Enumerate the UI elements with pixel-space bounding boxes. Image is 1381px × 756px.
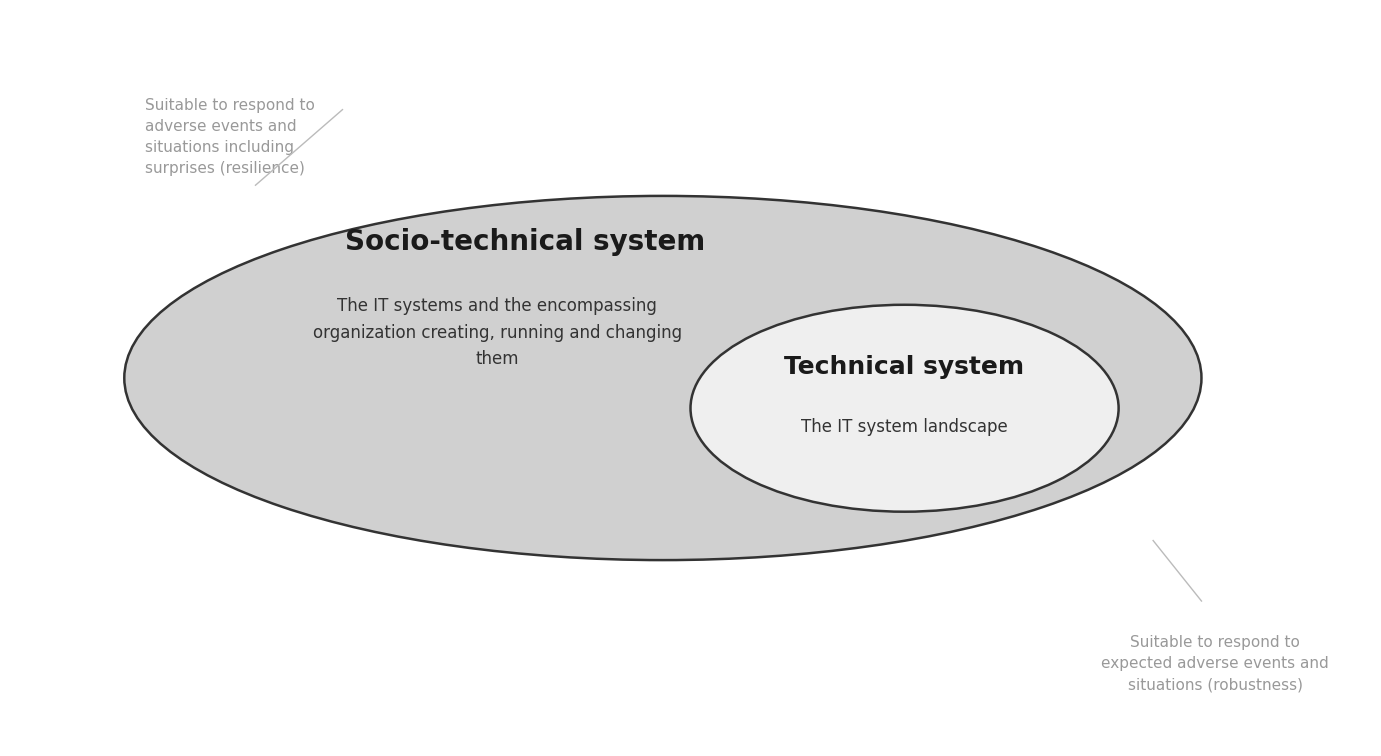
Text: The IT system landscape: The IT system landscape: [801, 418, 1008, 436]
Text: Socio-technical system: Socio-technical system: [345, 228, 704, 256]
Ellipse shape: [690, 305, 1119, 512]
Text: Suitable to respond to
adverse events and
situations including
surprises (resili: Suitable to respond to adverse events an…: [145, 98, 315, 176]
Text: Technical system: Technical system: [784, 355, 1025, 379]
Ellipse shape: [124, 196, 1201, 560]
Text: The IT systems and the encompassing
organization creating, running and changing
: The IT systems and the encompassing orga…: [312, 297, 682, 368]
Text: Suitable to respond to
expected adverse events and
situations (robustness): Suitable to respond to expected adverse …: [1102, 635, 1329, 692]
